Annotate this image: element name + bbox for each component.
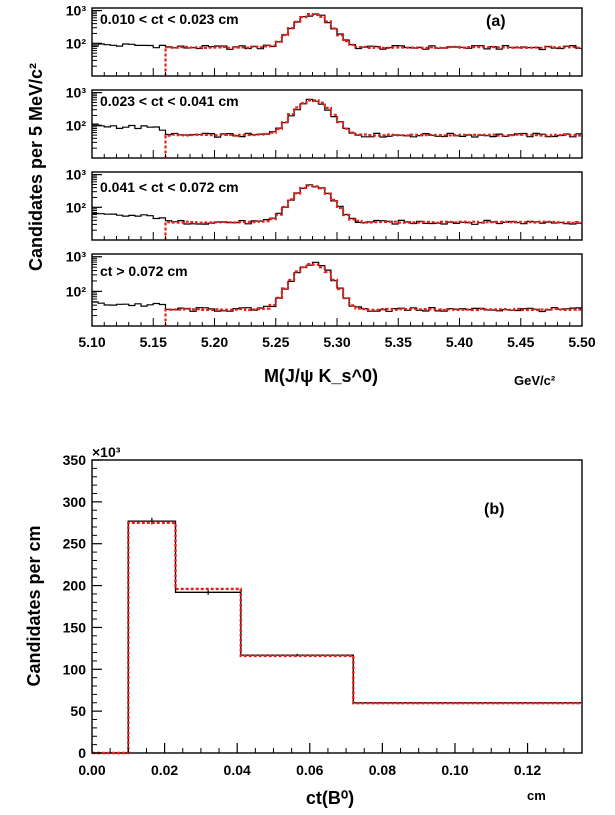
y-ticks: 10² 10³ <box>66 167 583 240</box>
plot-frame <box>91 459 583 754</box>
y-tick-label: 10² <box>66 117 87 133</box>
panel-a-2: 10² 10³ 0.041 < ct < 0.072 cm <box>66 167 583 241</box>
x-tick-label: 5.45 <box>507 334 534 350</box>
y-tick-label: 10³ <box>66 167 87 183</box>
y-tick-label: 10³ <box>66 85 87 101</box>
x-tick-label: 0.00 <box>78 762 105 778</box>
y-exponent-label: ×10³ <box>92 444 121 460</box>
panel-a-3: 10² 10³ ct > 0.072 cm <box>66 249 583 327</box>
chart-tag: (a) <box>486 13 506 30</box>
y-tick-label: 10³ <box>66 249 87 265</box>
fit-curve <box>164 262 582 326</box>
y-tick-label: 250 <box>63 536 87 552</box>
x-axis-unit: cm <box>527 788 546 803</box>
x-axis-ticks: 5.10 5.15 5.20 5.25 5.30 5.35 5.40 5.45 5.50 <box>78 334 595 350</box>
x-axis-ticks: 0.00 0.02 0.04 0.06 0.08 0.10 0.12 <box>78 743 565 778</box>
y-axis-title: Candidates per cm <box>24 525 44 686</box>
chart-a: 10² 10³ 0.010 < ct < 0.023 cm (a) 10² 10³ … <box>26 3 596 388</box>
chart-tag: (b) <box>484 501 504 518</box>
fit-curve <box>164 99 582 158</box>
x-tick-label: 5.10 <box>78 334 105 350</box>
fit-curve <box>164 184 582 240</box>
fit-curve <box>164 13 582 76</box>
ct-range-label: 0.023 < ct < 0.041 cm <box>100 93 239 109</box>
y-tick-label: 0 <box>78 745 86 761</box>
x-axis-unit: GeV/c² <box>514 373 556 388</box>
y-ticks: 10² 10³ <box>66 85 583 158</box>
x-tick-label: 5.50 <box>568 334 595 350</box>
y-tick-label: 300 <box>63 494 87 510</box>
x-tick-label: 0.06 <box>296 762 323 778</box>
x-tick-label: 0.12 <box>514 762 541 778</box>
x-tick-label: 5.25 <box>262 334 289 350</box>
y-tick-label: 10² <box>66 283 87 299</box>
x-axis-title: M(J/ψ K_s^0) <box>264 366 378 386</box>
y-ticks: 10² 10³ <box>66 3 583 76</box>
panel-a-0: 10² 10³ 0.010 < ct < 0.023 cm (a) <box>66 3 583 77</box>
x-tick-label: 0.10 <box>441 762 468 778</box>
fit-curve <box>92 521 582 755</box>
fit-curve-line <box>164 13 582 76</box>
ct-range-label: 0.010 < ct < 0.023 cm <box>100 11 239 27</box>
x-tick-label: 5.35 <box>385 334 412 350</box>
x-tick-label: 0.02 <box>151 762 178 778</box>
y-tick-label: 10³ <box>66 3 87 19</box>
y-tick-label: 350 <box>63 452 87 468</box>
data-histogram-line <box>92 520 582 754</box>
y-tick-label: 150 <box>63 619 87 635</box>
ct-range-label: ct > 0.072 cm <box>100 263 188 279</box>
x-tick-label: 0.08 <box>369 762 396 778</box>
fit-curve-line <box>164 184 582 240</box>
x-tick-label: 5.40 <box>446 334 473 350</box>
y-ticks: 10² 10³ <box>66 249 583 326</box>
x-axis-title: ct(B⁰) <box>306 788 354 808</box>
panel-a-1: 10² 10³ 0.023 < ct < 0.041 cm <box>66 85 583 159</box>
fit-curve-line <box>92 521 582 755</box>
data-histogram <box>92 517 582 754</box>
y-tick-label: 100 <box>63 661 87 677</box>
fit-curve-line <box>164 262 582 326</box>
y-tick-label: 10² <box>66 199 87 215</box>
y-tick-label: 50 <box>70 703 86 719</box>
ct-range-label: 0.041 < ct < 0.072 cm <box>100 179 239 195</box>
fit-curve-line <box>164 99 582 158</box>
x-tick-label: 5.15 <box>140 334 167 350</box>
x-tick-label: 5.30 <box>323 334 350 350</box>
y-tick-label: 10² <box>66 35 87 51</box>
y-tick-label: 200 <box>63 578 87 594</box>
x-tick-label: 5.20 <box>201 334 228 350</box>
x-tick-label: 0.04 <box>224 762 251 778</box>
y-axis-title: Candidates per 5 MeV/c² <box>26 63 46 271</box>
y-axis-ticks: 0 50 100 150 200 250 300 350 <box>63 452 102 761</box>
